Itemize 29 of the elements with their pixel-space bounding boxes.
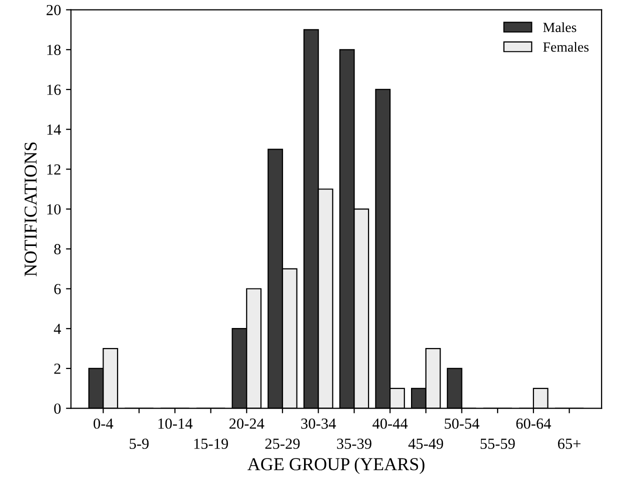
y-tick-label: 6 [54, 284, 61, 294]
legend-label: Females [543, 42, 589, 52]
x-tick-label: 40-44 [372, 418, 408, 429]
y-tick-label: 0 [54, 403, 61, 414]
legend-label: Males [543, 22, 576, 32]
y-tick-label: 18 [47, 44, 61, 56]
y-tick-label: 20 [46, 4, 61, 16]
x-tick-label: 0-4 [94, 418, 114, 429]
x-tick-label: 30-34 [301, 418, 336, 429]
x-tick-label: 10-14 [158, 418, 193, 429]
x-tick-label: 60-64 [516, 418, 552, 429]
y-tick-label: 12 [47, 164, 60, 174]
y-tick-label: 14 [47, 124, 61, 135]
x-axis-title: AGE GROUP (YEARS) [248, 458, 424, 474]
x-tick-label: 65+ [558, 438, 581, 449]
x-tick-label: 35-39 [337, 438, 372, 449]
y-tick-label: 16 [47, 84, 61, 95]
x-tick-label: 55-59 [480, 438, 515, 449]
y-tick-label: 2 [54, 364, 60, 374]
x-tick-label: 50-54 [444, 418, 480, 429]
y-tick-label: 4 [54, 324, 61, 334]
x-tick-label: 15-19 [194, 438, 228, 449]
x-tick-label: 20-24 [229, 418, 264, 429]
y-axis-title: NOTIFICATIONS [24, 142, 37, 276]
x-tick-label: 25-29 [265, 438, 300, 449]
x-tick-label: 45-49 [408, 438, 444, 449]
y-tick-label: 8 [54, 244, 61, 254]
x-tick-label: 5-9 [130, 438, 149, 449]
y-tick-label: 10 [47, 204, 61, 214]
